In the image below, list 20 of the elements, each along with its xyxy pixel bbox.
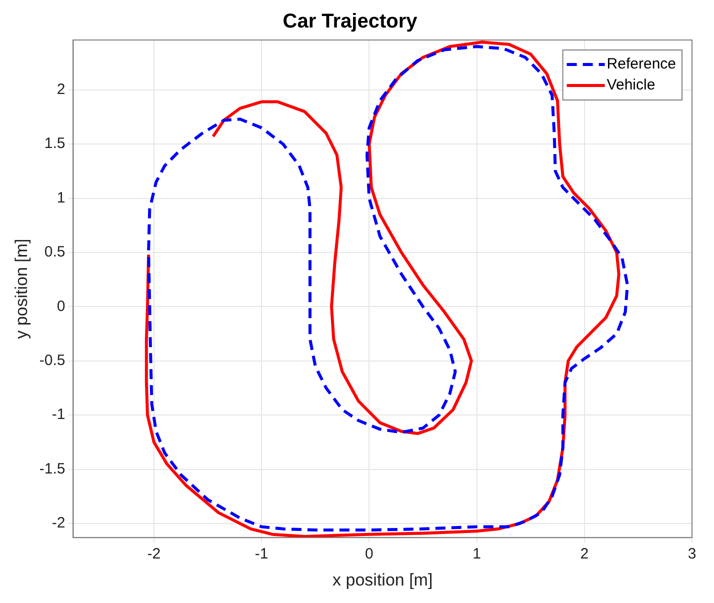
y-tick-label: -0.5 bbox=[39, 352, 66, 370]
x-tick-label: -1 bbox=[254, 546, 268, 563]
x-tick-label: 1 bbox=[472, 546, 481, 563]
y-tick-label: 1.5 bbox=[44, 135, 66, 152]
x-axis-title: x position [m] bbox=[332, 570, 433, 590]
x-tick-label: 3 bbox=[688, 546, 696, 563]
x-tick-label: -2 bbox=[147, 546, 161, 563]
y-axis-title: y position [m] bbox=[12, 238, 31, 339]
y-tick-label: 2 bbox=[56, 81, 66, 98]
x-tick-label: 0 bbox=[365, 546, 374, 563]
chart-title: Car Trajectory bbox=[282, 10, 418, 33]
y-tick-label: 0.5 bbox=[44, 244, 66, 261]
y-tick-label: 0 bbox=[56, 298, 66, 315]
legend-label: Reference bbox=[606, 56, 676, 73]
x-tick-label: 2 bbox=[580, 546, 589, 563]
y-tick-label: -1 bbox=[52, 406, 66, 424]
y-tick-label: 1 bbox=[56, 189, 66, 206]
legend-label: Vehicle bbox=[606, 76, 656, 94]
y-tick-label: -1.5 bbox=[39, 460, 66, 478]
y-tick-label: -2 bbox=[52, 514, 66, 532]
